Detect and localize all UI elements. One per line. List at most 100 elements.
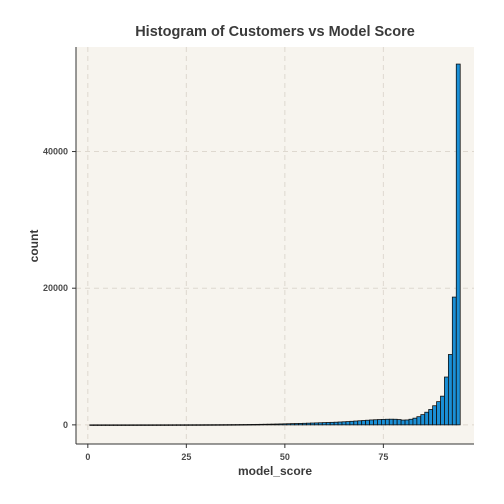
histogram-bar [377,419,382,426]
histogram-bar [164,424,170,426]
histogram-bar [380,418,386,426]
histogram-bar [124,424,130,426]
histogram-bar [436,401,441,426]
histogram-bar [278,423,284,426]
histogram-bar [373,419,378,426]
histogram-bar [120,424,126,426]
x-tick-label: 25 [181,452,191,462]
histogram-bar [243,424,248,426]
histogram-bar [231,424,236,426]
histogram-bar [101,424,106,426]
histogram-bar [148,424,154,426]
histogram-bar [388,418,394,426]
histogram-bar [187,424,193,426]
histogram-bar [408,418,414,426]
histogram-bar [93,424,99,426]
histogram-bar [180,424,185,426]
histogram-bar [211,424,217,426]
histogram-bar [432,405,437,426]
x-tick-label: 50 [280,452,290,462]
histogram-bar [89,424,95,426]
histogram-bar [396,419,402,426]
histogram-bar [349,420,355,426]
histogram-bar [195,424,201,426]
histogram-bar [235,424,240,426]
histogram-bar [298,422,303,426]
histogram-bar [294,423,300,426]
histogram-bar [282,423,288,426]
histogram-bar [250,424,256,426]
histogram-bar [341,421,347,426]
histogram-bar [219,424,225,426]
histogram-bar [444,376,449,426]
histogram-bar [183,424,189,426]
histogram-bar [274,423,280,426]
histogram-bar [451,296,457,426]
histogram-bar [227,424,233,426]
histogram-bar [258,423,264,426]
histogram-bar [116,424,122,426]
histogram-bar [207,424,213,426]
histogram-bar [314,422,319,426]
x-tick-label: 75 [378,452,388,462]
histogram-bar [345,421,351,426]
histogram-bar [447,354,453,426]
histogram-bar [333,421,339,426]
y-axis-ticks: 0 20000 40000 [43,147,76,430]
histogram-bar [365,419,370,426]
histogram-bar [384,418,390,426]
histogram-bar [152,424,158,426]
histogram-bar [290,423,296,426]
histogram-bar [132,424,138,426]
histogram-bar [286,423,292,426]
histogram-bar [266,423,272,426]
histogram-bar [144,424,150,426]
y-tick-label: 20000 [43,283,68,293]
histogram-bar [404,419,410,426]
histogram-bar [203,424,209,426]
histogram-bar [270,423,276,426]
histogram-bar [440,395,445,426]
x-tick-label: 0 [85,452,90,462]
histogram-bar [337,421,343,426]
plot-background [76,47,474,444]
histogram-bar [416,416,422,426]
histogram-bar [172,424,177,426]
histogram-bar [353,420,359,426]
histogram-bar [325,422,331,426]
histogram-bar [156,424,162,426]
histogram-bar [136,424,142,426]
histogram-bar [400,419,406,426]
histogram-bar [310,422,315,426]
histogram-bar [254,423,260,426]
histogram-bar [306,422,311,426]
histogram-bar [302,422,307,426]
histogram-bar [317,422,323,426]
histogram-bar [199,424,205,426]
chart-title: Histogram of Customers vs Model Score [135,24,415,40]
y-tick-label: 0 [63,420,68,430]
histogram-bar [361,420,367,426]
histogram-bar [128,424,134,426]
histogram-bar [369,419,374,426]
histogram-bar [392,418,398,426]
histogram-bar [160,424,166,426]
histogram-bar [97,424,103,426]
histogram-bar [321,422,327,426]
histogram-bars [89,63,461,426]
histogram-bar [329,421,335,426]
histogram-bar [420,414,426,426]
histogram-bar [428,409,434,426]
x-axis-ticks: 0 25 50 75 [85,444,388,462]
histogram-bar [113,424,118,426]
histogram-bar [105,424,110,426]
x-axis-label: model_score [237,464,313,478]
histogram-bar [424,411,430,426]
histogram-bar [239,424,244,426]
histogram-bar [176,424,181,426]
histogram-bar [455,63,461,426]
histogram-bar [191,424,197,426]
histogram-bar [168,424,173,426]
